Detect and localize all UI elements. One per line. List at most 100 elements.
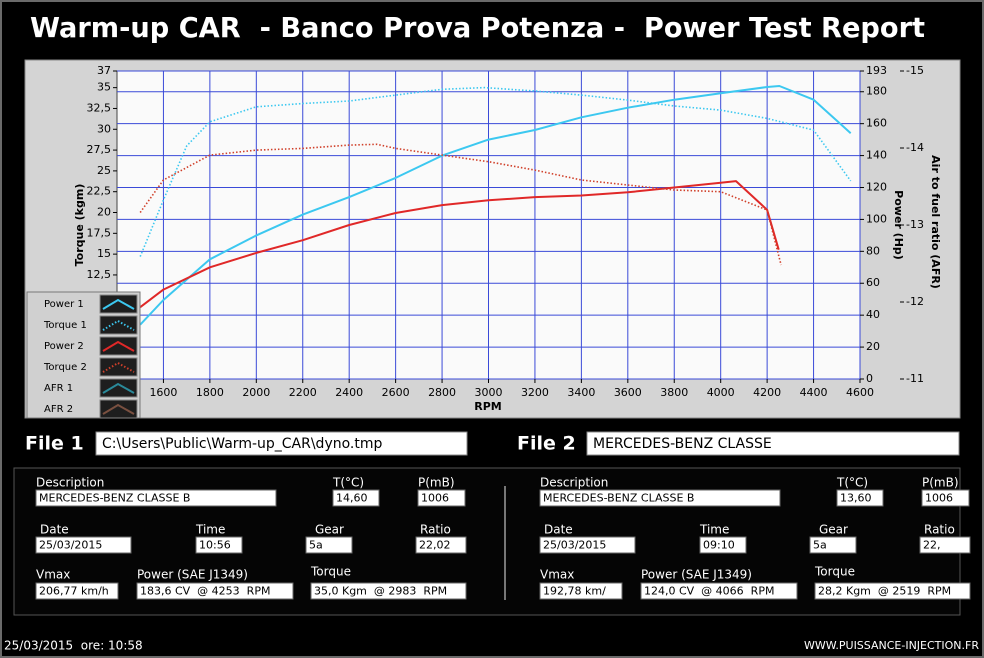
field-box	[332, 489, 380, 507]
legend-label: Torque 1	[43, 320, 87, 331]
x-tick-label: 1800	[196, 386, 224, 399]
field-label: Description	[36, 476, 104, 490]
x-tick-label: 2800	[428, 386, 456, 399]
y2-tick-label: 160	[866, 117, 887, 130]
field-label: Date	[40, 523, 69, 537]
y3-tick-label: -14	[906, 141, 924, 154]
y2-tick-label: 193	[866, 64, 887, 77]
legend-label: AFR 2	[44, 404, 73, 415]
series-line	[139, 143, 782, 266]
field-box	[836, 489, 884, 507]
field-value: MERCEDES-BENZ CLASSE B	[39, 492, 190, 505]
field-label: P(mB)	[922, 476, 959, 490]
field-label: T(°C)	[332, 476, 364, 490]
x-tick-label: 3000	[475, 386, 503, 399]
x-tick-label: 4400	[800, 386, 828, 399]
file-label: File 2	[517, 433, 576, 455]
y2-tick-label: 40	[866, 308, 880, 321]
y2-tick-label: 80	[866, 244, 880, 257]
field-value: 124,0 CV @ 4066 RPM	[644, 585, 774, 598]
field-box	[195, 536, 243, 554]
field-label: Power (SAE J1349)	[137, 568, 248, 582]
y-tick-label: 32,5	[87, 101, 112, 114]
field-label: Time	[195, 523, 225, 537]
field-label: Time	[699, 523, 729, 537]
legend-label: Torque 2	[43, 362, 87, 373]
field-box	[921, 489, 970, 507]
y-tick-label: 35	[97, 81, 111, 94]
field-box	[919, 536, 971, 554]
file-value: C:\Users\Public\Warm-up_CAR\dyno.tmp	[102, 436, 383, 452]
files-row: File 1 C:\Users\Public\Warm-up_CAR\dyno.t…	[25, 431, 960, 456]
field-box	[814, 582, 971, 600]
series-line	[139, 180, 780, 308]
field-label: P(mB)	[418, 476, 455, 490]
legend-swatch	[102, 403, 135, 415]
x-tick-label: 3400	[567, 386, 595, 399]
y-tick-label: 30	[97, 122, 111, 135]
legend: Power 1 Torque 1 Power 2 Torque 2 AFR 1 AFR 2	[26, 291, 141, 419]
title: Warm-up CAR - Banco Prova Potenza - Powe…	[30, 11, 925, 44]
legend-swatch	[102, 340, 135, 352]
legend-swatch-box	[99, 357, 138, 377]
y-tick-label: 27,5	[87, 143, 112, 156]
field-box	[539, 489, 781, 507]
y3-axis-label: Air to fuel ratio (AFR)	[929, 155, 942, 289]
y-tick-label: 37	[97, 64, 111, 77]
field-value: 09:10	[703, 539, 735, 552]
field-value: 14,60	[336, 492, 368, 505]
y2-tick-label: 140	[866, 149, 887, 162]
field-label: Torque	[310, 565, 351, 579]
y-tick-label: 22,5	[87, 185, 112, 198]
field-value: 1006	[421, 492, 449, 505]
y3-tick-label: -15	[906, 64, 924, 77]
field-box	[415, 536, 467, 554]
field-box	[305, 536, 353, 554]
x-tick-label: 4200	[753, 386, 781, 399]
y-tick-label: 20	[97, 206, 111, 219]
field-value: 1006	[925, 492, 953, 505]
field-box	[539, 536, 636, 554]
field-value: 28,2 Kgm @ 2519 RPM	[818, 585, 951, 598]
y2-tick-label: 120	[866, 180, 887, 193]
field-value: 35,0 Kgm @ 2983 RPM	[314, 585, 447, 598]
x-tick-label: 2000	[242, 386, 270, 399]
field-box	[417, 489, 466, 507]
field-box	[136, 582, 294, 600]
field-value: 13,60	[840, 492, 872, 505]
y-tick-label: 25	[97, 164, 111, 177]
y3-tick-label: -11	[906, 372, 924, 385]
y-axis-label: Torque (kgm)	[73, 184, 86, 267]
legend-swatch-box	[99, 315, 138, 335]
field-value: 10:56	[199, 539, 231, 552]
field-label: Ratio	[924, 523, 955, 537]
field-value: 206,77 km/h	[39, 585, 109, 598]
field-label: Gear	[315, 523, 344, 537]
field-box	[35, 536, 132, 554]
field-value: 22,	[923, 539, 941, 552]
series-line	[139, 86, 852, 257]
field-label: T(°C)	[836, 476, 868, 490]
y2-axis-label: Power (Hp)	[892, 190, 905, 260]
footer-date: 25/03/2015 ore: 10:58	[4, 639, 143, 653]
field-label: Gear	[819, 523, 848, 537]
field-value: MERCEDES-BENZ CLASSE B	[543, 492, 694, 505]
field-box	[310, 582, 467, 600]
file-field	[586, 431, 960, 456]
field-value: 5a	[309, 539, 323, 552]
field-label: Vmax	[36, 568, 70, 582]
legend-swatch-box	[99, 294, 138, 314]
field-label: Vmax	[540, 568, 574, 582]
series-line	[139, 85, 852, 326]
x-tick-label: 4000	[707, 386, 735, 399]
legend-swatch	[102, 298, 135, 310]
x-tick-label: 2400	[335, 386, 363, 399]
x-tick-label: 3800	[660, 386, 688, 399]
y2-tick-label: 180	[866, 85, 887, 98]
legend-label: AFR 1	[44, 383, 73, 394]
field-value: 183,6 CV @ 4253 RPM	[140, 585, 270, 598]
field-value: 192,78 km/	[543, 585, 606, 598]
footer-site: WWW.PUISSANCE-INJECTION.FR	[804, 639, 979, 652]
